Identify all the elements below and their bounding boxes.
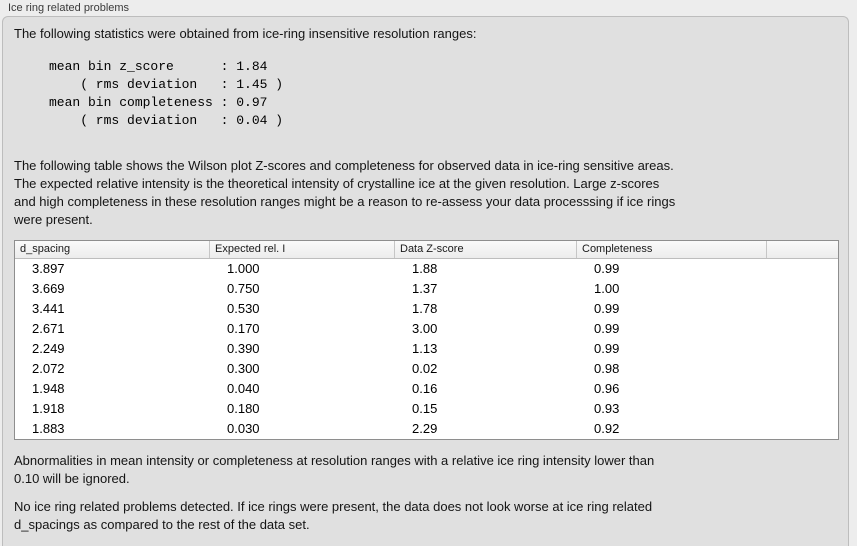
panel-title: Ice ring related problems [8, 2, 130, 14]
ice-ring-panel: The following statistics were obtained f… [2, 16, 849, 546]
table-cell: 0.16 [412, 381, 438, 396]
table-row[interactable]: 1.948 0.040 0.16 0.96 [15, 379, 838, 399]
table-cell: 0.750 [227, 281, 260, 296]
intro-text: The following statistics were obtained f… [14, 26, 477, 41]
table-cell: 0.170 [227, 321, 260, 336]
table-cell: 0.99 [594, 301, 620, 316]
table-cell: 0.99 [594, 341, 620, 356]
table-row[interactable]: 3.669 0.750 1.37 1.00 [15, 279, 838, 299]
table-cell: 2.072 [32, 361, 65, 376]
table-row[interactable]: 2.671 0.170 3.00 0.99 [15, 319, 838, 339]
table-cell: 0.180 [227, 401, 260, 416]
column-header[interactable]: Completeness [577, 241, 767, 258]
table-cell: 1.883 [32, 421, 65, 436]
table-cell: 0.99 [594, 321, 620, 336]
table-cell: 1.13 [412, 341, 438, 356]
column-header[interactable] [767, 241, 838, 258]
column-header[interactable]: Data Z-score [395, 241, 577, 258]
table-cell: 1.918 [32, 401, 65, 416]
table-row[interactable]: 3.441 0.530 1.78 0.99 [15, 299, 838, 319]
table-cell: 3.897 [32, 261, 65, 276]
table-cell: 3.00 [412, 321, 438, 336]
table-cell: 3.441 [32, 301, 65, 316]
table-cell: 1.000 [227, 261, 260, 276]
table-cell: 1.00 [594, 281, 620, 296]
table-row[interactable]: 1.918 0.180 0.15 0.93 [15, 399, 838, 419]
table-row[interactable]: 2.249 0.390 1.13 0.99 [15, 339, 838, 359]
table-cell: 0.300 [227, 361, 260, 376]
table-cell: 1.948 [32, 381, 65, 396]
stats-block: mean bin z_score : 1.84 ( rms deviation … [49, 59, 284, 128]
table-row[interactable]: 1.883 0.030 2.29 0.92 [15, 419, 838, 439]
table-cell: 0.93 [594, 401, 620, 416]
column-header[interactable]: d_spacing [15, 241, 210, 258]
column-header[interactable]: Expected rel. I [210, 241, 395, 258]
table-cell: 0.530 [227, 301, 260, 316]
table-cell: 0.040 [227, 381, 260, 396]
ignored-note: Abnormalities in mean intensity or compl… [14, 453, 655, 486]
table-cell: 1.88 [412, 261, 438, 276]
ice-ring-table: d_spacing Expected rel. I Data Z-score Comp… [14, 240, 839, 440]
table-cell: 0.030 [227, 421, 260, 436]
table-cell: 3.669 [32, 281, 65, 296]
conclusion-text: No ice ring related problems detected. I… [14, 499, 653, 532]
table-cell: 1.37 [412, 281, 438, 296]
table-cell: 2.671 [32, 321, 65, 336]
table-cell: 0.15 [412, 401, 438, 416]
table-cell: 2.29 [412, 421, 438, 436]
table-row[interactable]: 3.897 1.000 1.88 0.99 [15, 259, 838, 279]
table-cell: 2.249 [32, 341, 65, 356]
table-header-row: d_spacing Expected rel. I Data Z-score Comp… [15, 241, 838, 259]
table-cell: 0.99 [594, 261, 620, 276]
table-cell: 1.78 [412, 301, 438, 316]
table-body: 3.897 1.000 1.88 0.99 3.669 0.750 1.37 1.00 3.44… [15, 259, 838, 439]
table-cell: 0.02 [412, 361, 438, 376]
table-cell: 0.92 [594, 421, 620, 436]
table-cell: 0.96 [594, 381, 620, 396]
table-description: The following table shows the Wilson plo… [14, 158, 676, 227]
table-row[interactable]: 2.072 0.300 0.02 0.98 [15, 359, 838, 379]
table-cell: 0.390 [227, 341, 260, 356]
table-cell: 0.98 [594, 361, 620, 376]
